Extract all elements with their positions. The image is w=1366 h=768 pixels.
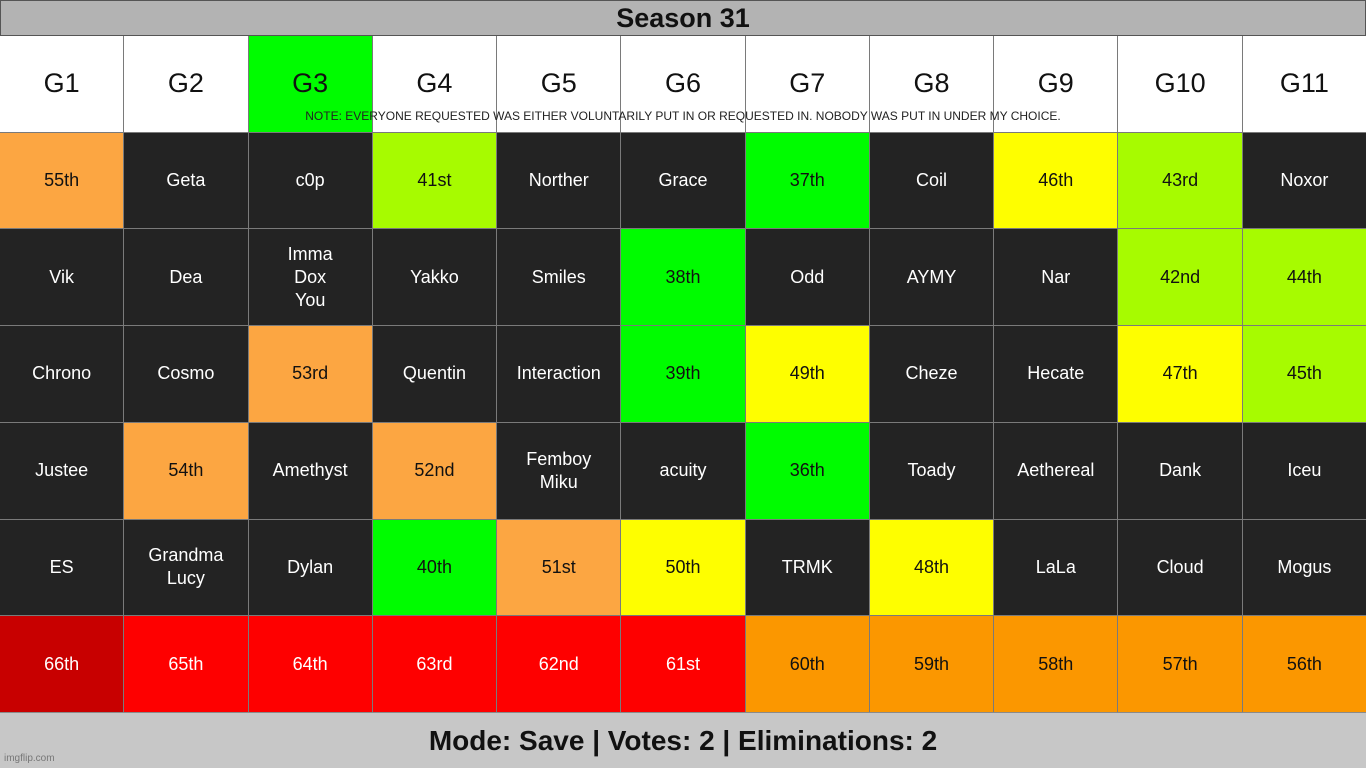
contestant-cell: Dea [124, 229, 248, 326]
contestant-cell: 61st [621, 616, 745, 712]
contestant-cell: Cheze [869, 326, 994, 422]
contestant-cell: Femboy Miku [497, 422, 621, 519]
contestant-cell: 55th [0, 132, 124, 229]
contestant-cell: 49th [745, 326, 869, 422]
contestant-cell: 44th [1242, 229, 1366, 326]
contestant-cell: Norther [497, 132, 621, 229]
contestant-cell: Yakko [372, 229, 497, 326]
page-title: Season 31 [0, 0, 1366, 36]
contestant-cell: acuity [621, 422, 745, 519]
group-header-g4: G4 [372, 36, 497, 132]
contestant-cell: 62nd [497, 616, 621, 712]
contestant-cell: Coil [869, 132, 994, 229]
group-header-g10: G10 [1118, 36, 1242, 132]
contestant-cell: Hecate [994, 326, 1118, 422]
contestant-cell: ES [0, 519, 124, 616]
group-header-g5: G5 [497, 36, 621, 132]
contestant-cell: Smiles [497, 229, 621, 326]
contestant-cell: Toady [869, 422, 994, 519]
contestant-cell: Dank [1118, 422, 1242, 519]
contestant-cell: Cloud [1118, 519, 1242, 616]
contestant-cell: 45th [1242, 326, 1366, 422]
contestant-cell: 63rd [372, 616, 497, 712]
contestant-cell: 36th [745, 422, 869, 519]
contestant-cell: 37th [745, 132, 869, 229]
contestant-cell: Quentin [372, 326, 497, 422]
contestant-cell: AYMY [869, 229, 994, 326]
contestant-cell: Vik [0, 229, 124, 326]
contestant-cell: Iceu [1242, 422, 1366, 519]
contestant-cell: 52nd [372, 422, 497, 519]
contestant-cell: 47th [1118, 326, 1242, 422]
contestant-cell: 43rd [1118, 132, 1242, 229]
contestant-cell: 54th [124, 422, 248, 519]
contestant-cell: Imma Dox You [248, 229, 372, 326]
contestant-cell: 64th [248, 616, 372, 712]
contestant-cell: Chrono [0, 326, 124, 422]
contestant-cell: Dylan [248, 519, 372, 616]
contestant-cell: 66th [0, 616, 124, 712]
contestant-cell: Grandma Lucy [124, 519, 248, 616]
contestant-cell: TRMK [745, 519, 869, 616]
contestant-cell: Interaction [497, 326, 621, 422]
group-header-g1: G1 [0, 36, 124, 132]
contestant-cell: 50th [621, 519, 745, 616]
contestant-cell: Aethereal [994, 422, 1118, 519]
contestant-cell: 58th [994, 616, 1118, 712]
contestant-cell: 59th [869, 616, 994, 712]
watermark-text: imgflip.com [4, 753, 55, 764]
contestant-cell: 46th [994, 132, 1118, 229]
contestant-cell: 41st [372, 132, 497, 229]
contestant-cell: 38th [621, 229, 745, 326]
contestant-cell: 65th [124, 616, 248, 712]
group-header-g7: G7 [745, 36, 869, 132]
group-header-g3: G3 [248, 36, 372, 132]
contestant-cell: Noxor [1242, 132, 1366, 229]
contestant-cell: Mogus [1242, 519, 1366, 616]
contestant-cell: 40th [372, 519, 497, 616]
contestant-cell: 56th [1242, 616, 1366, 712]
contestant-cell: Cosmo [124, 326, 248, 422]
contestant-cell: 39th [621, 326, 745, 422]
contestant-cell: Grace [621, 132, 745, 229]
contestant-cell: 53rd [248, 326, 372, 422]
contestant-cell: 42nd [1118, 229, 1242, 326]
group-grid: G1 G2 G3 G4 G5 G6 G7 G8 G9 G10 G11 55th Geta c0p 41st N… [0, 36, 1366, 712]
group-header-g9: G9 [994, 36, 1118, 132]
group-header-g6: G6 [621, 36, 745, 132]
group-header-g11: G11 [1242, 36, 1366, 132]
contestant-cell: 60th [745, 616, 869, 712]
contestant-cell: Amethyst [248, 422, 372, 519]
mode-summary: Mode: Save | Votes: 2 | Eliminations: 2 [0, 713, 1366, 768]
contestant-cell: Nar [994, 229, 1118, 326]
contestant-cell: LaLa [994, 519, 1118, 616]
contestant-cell: 51st [497, 519, 621, 616]
contestant-cell: c0p [248, 132, 372, 229]
contestant-cell: 57th [1118, 616, 1242, 712]
contestant-cell: Geta [124, 132, 248, 229]
group-header-g8: G8 [869, 36, 994, 132]
contestant-cell: Justee [0, 422, 124, 519]
group-header-g2: G2 [124, 36, 248, 132]
contestant-cell: Odd [745, 229, 869, 326]
contestant-cell: 48th [869, 519, 994, 616]
